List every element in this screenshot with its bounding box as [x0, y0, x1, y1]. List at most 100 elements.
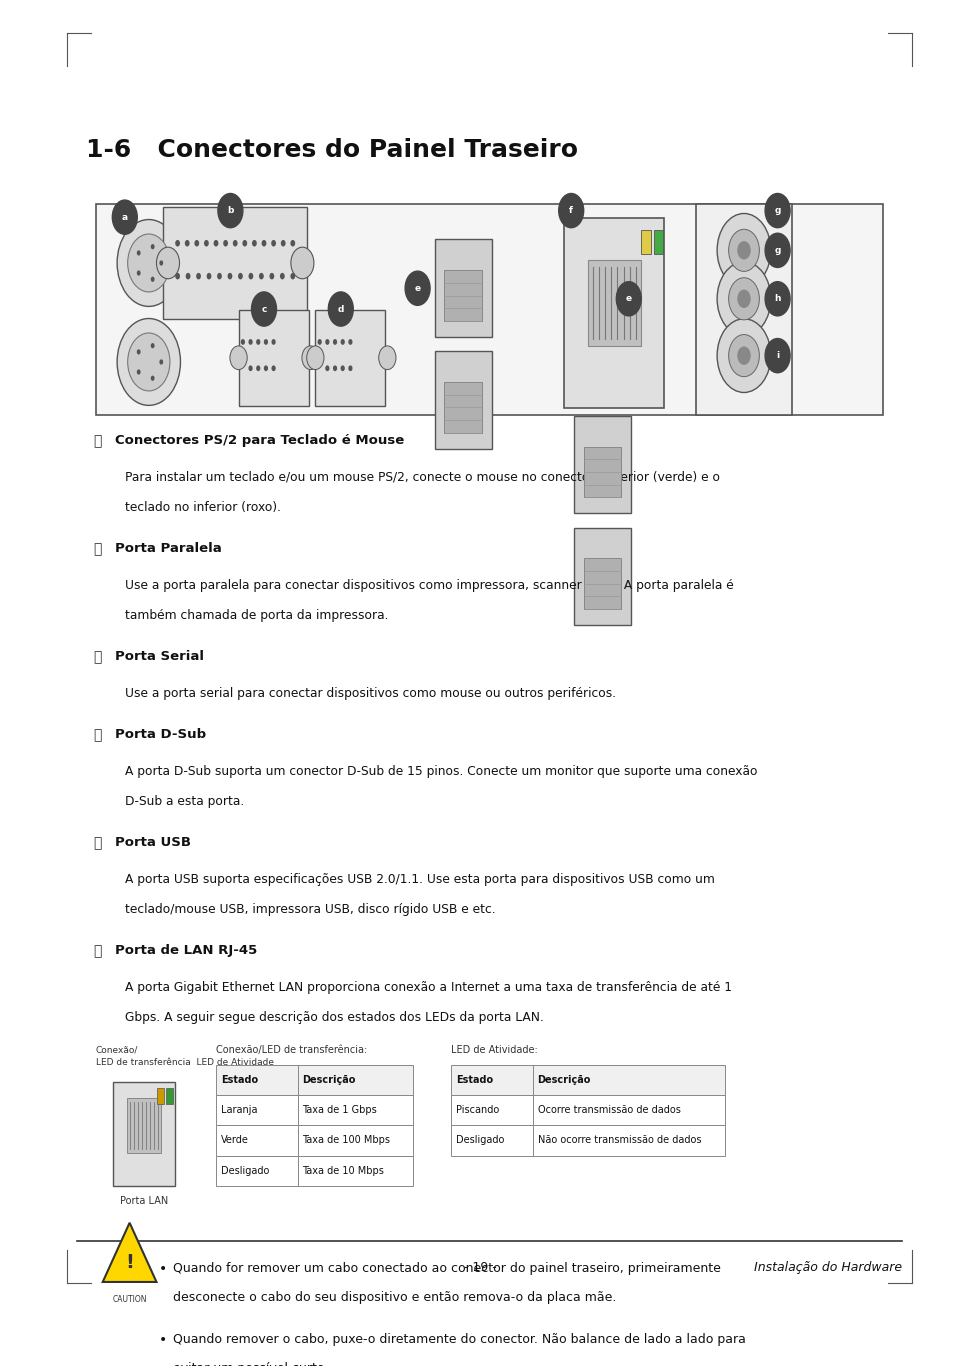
- Text: Não ocorre transmissão de dados: Não ocorre transmissão de dados: [538, 1135, 701, 1146]
- Circle shape: [185, 273, 190, 280]
- Circle shape: [252, 292, 276, 326]
- Circle shape: [272, 240, 276, 246]
- FancyBboxPatch shape: [444, 270, 482, 321]
- Bar: [216, 1156, 298, 1186]
- Circle shape: [256, 339, 260, 344]
- Circle shape: [280, 240, 286, 246]
- Text: Porta Serial: Porta Serial: [115, 650, 204, 664]
- Circle shape: [270, 273, 275, 280]
- Text: ⓕ: ⓕ: [94, 944, 102, 958]
- Circle shape: [218, 194, 243, 228]
- Circle shape: [341, 339, 345, 344]
- Circle shape: [136, 350, 140, 355]
- FancyBboxPatch shape: [239, 310, 309, 406]
- FancyBboxPatch shape: [96, 204, 883, 415]
- Circle shape: [238, 273, 243, 280]
- Circle shape: [194, 240, 200, 246]
- Text: •: •: [158, 1262, 167, 1276]
- Text: i: i: [776, 351, 780, 361]
- Text: Para instalar um teclado e/ou um mouse PS/2, conecte o mouse no conector superio: Para instalar um teclado e/ou um mouse P…: [125, 471, 720, 484]
- Circle shape: [230, 346, 248, 370]
- Circle shape: [291, 240, 296, 246]
- Text: Instalação do Hardware: Instalação do Hardware: [755, 1261, 902, 1274]
- Circle shape: [128, 333, 170, 391]
- Text: ⓓ: ⓓ: [94, 728, 102, 742]
- Circle shape: [328, 292, 353, 326]
- Circle shape: [136, 250, 140, 255]
- Text: a: a: [122, 213, 128, 221]
- Circle shape: [291, 247, 314, 279]
- Circle shape: [117, 220, 180, 306]
- Bar: [451, 1126, 533, 1156]
- Circle shape: [264, 339, 268, 344]
- Text: Estado: Estado: [456, 1075, 493, 1085]
- Text: e: e: [626, 294, 632, 303]
- Circle shape: [151, 245, 155, 250]
- Circle shape: [333, 339, 337, 344]
- Text: Verde: Verde: [221, 1135, 249, 1146]
- Bar: [641, 229, 651, 254]
- Circle shape: [765, 194, 790, 228]
- Bar: [298, 1064, 413, 1096]
- FancyBboxPatch shape: [315, 310, 385, 406]
- Text: Quando remover o cabo, puxe-o diretamente do conector. Não balance de lado a lad: Quando remover o cabo, puxe-o diretament…: [173, 1333, 746, 1347]
- Circle shape: [729, 229, 759, 272]
- Circle shape: [405, 270, 430, 306]
- Text: Desligado: Desligado: [221, 1165, 269, 1176]
- Text: Ocorre transmissão de dados: Ocorre transmissão de dados: [538, 1105, 681, 1115]
- Circle shape: [378, 346, 396, 370]
- Bar: [298, 1096, 413, 1126]
- Circle shape: [136, 270, 140, 276]
- FancyBboxPatch shape: [696, 204, 792, 415]
- Text: ⓒ: ⓒ: [94, 650, 102, 664]
- Circle shape: [112, 199, 137, 235]
- FancyBboxPatch shape: [127, 1098, 161, 1153]
- Text: evitar um possível curto.: evitar um possível curto.: [173, 1362, 328, 1366]
- Circle shape: [729, 277, 759, 320]
- FancyBboxPatch shape: [564, 219, 664, 408]
- Text: Gbps. A seguir segue descrição dos estados dos LEDs da porta LAN.: Gbps. A seguir segue descrição dos estad…: [125, 1011, 543, 1024]
- Circle shape: [206, 273, 211, 280]
- Text: CAUTION: CAUTION: [112, 1295, 147, 1305]
- Circle shape: [241, 339, 245, 344]
- Text: Porta de LAN RJ-45: Porta de LAN RJ-45: [115, 944, 257, 956]
- Text: LED de transferência  LED de Atividade: LED de transferência LED de Atividade: [96, 1059, 274, 1067]
- Text: ⓐ: ⓐ: [94, 434, 102, 448]
- Circle shape: [117, 318, 180, 406]
- Text: g: g: [775, 206, 780, 214]
- Bar: [533, 1096, 725, 1126]
- Text: teclado/mouse USB, impressora USB, disco rígido USB e etc.: teclado/mouse USB, impressora USB, disco…: [125, 903, 495, 917]
- FancyBboxPatch shape: [113, 1082, 175, 1186]
- Text: Quando for remover um cabo conectado ao conector do painel traseiro, primeiramen: Quando for remover um cabo conectado ao …: [173, 1262, 721, 1276]
- Polygon shape: [103, 1223, 156, 1281]
- Circle shape: [559, 194, 584, 228]
- Text: Taxa de 10 Mbps: Taxa de 10 Mbps: [302, 1165, 384, 1176]
- Text: d: d: [338, 305, 344, 314]
- Bar: [157, 1089, 164, 1104]
- FancyBboxPatch shape: [574, 527, 631, 624]
- Text: g: g: [775, 246, 780, 255]
- Text: Use a porta serial para conectar dispositivos como mouse ou outros periféricos.: Use a porta serial para conectar disposi…: [125, 687, 616, 699]
- Bar: [216, 1096, 298, 1126]
- Circle shape: [765, 281, 790, 316]
- Circle shape: [348, 365, 352, 372]
- FancyBboxPatch shape: [163, 208, 307, 318]
- Circle shape: [737, 347, 751, 365]
- Circle shape: [264, 365, 268, 372]
- Text: !: !: [125, 1253, 134, 1272]
- Circle shape: [217, 273, 222, 280]
- Circle shape: [223, 240, 228, 246]
- Text: Descrição: Descrição: [538, 1075, 591, 1085]
- Text: Piscando: Piscando: [456, 1105, 499, 1115]
- Circle shape: [765, 234, 790, 268]
- Text: f: f: [569, 206, 573, 214]
- Text: Porta Paralela: Porta Paralela: [115, 542, 222, 555]
- Bar: [451, 1064, 533, 1096]
- Text: LED de Atividade:: LED de Atividade:: [451, 1045, 538, 1055]
- Circle shape: [151, 376, 155, 381]
- Circle shape: [291, 273, 296, 280]
- Circle shape: [151, 343, 155, 348]
- Circle shape: [737, 242, 751, 260]
- Text: teclado no inferior (roxo).: teclado no inferior (roxo).: [125, 501, 280, 515]
- Text: Laranja: Laranja: [221, 1105, 257, 1115]
